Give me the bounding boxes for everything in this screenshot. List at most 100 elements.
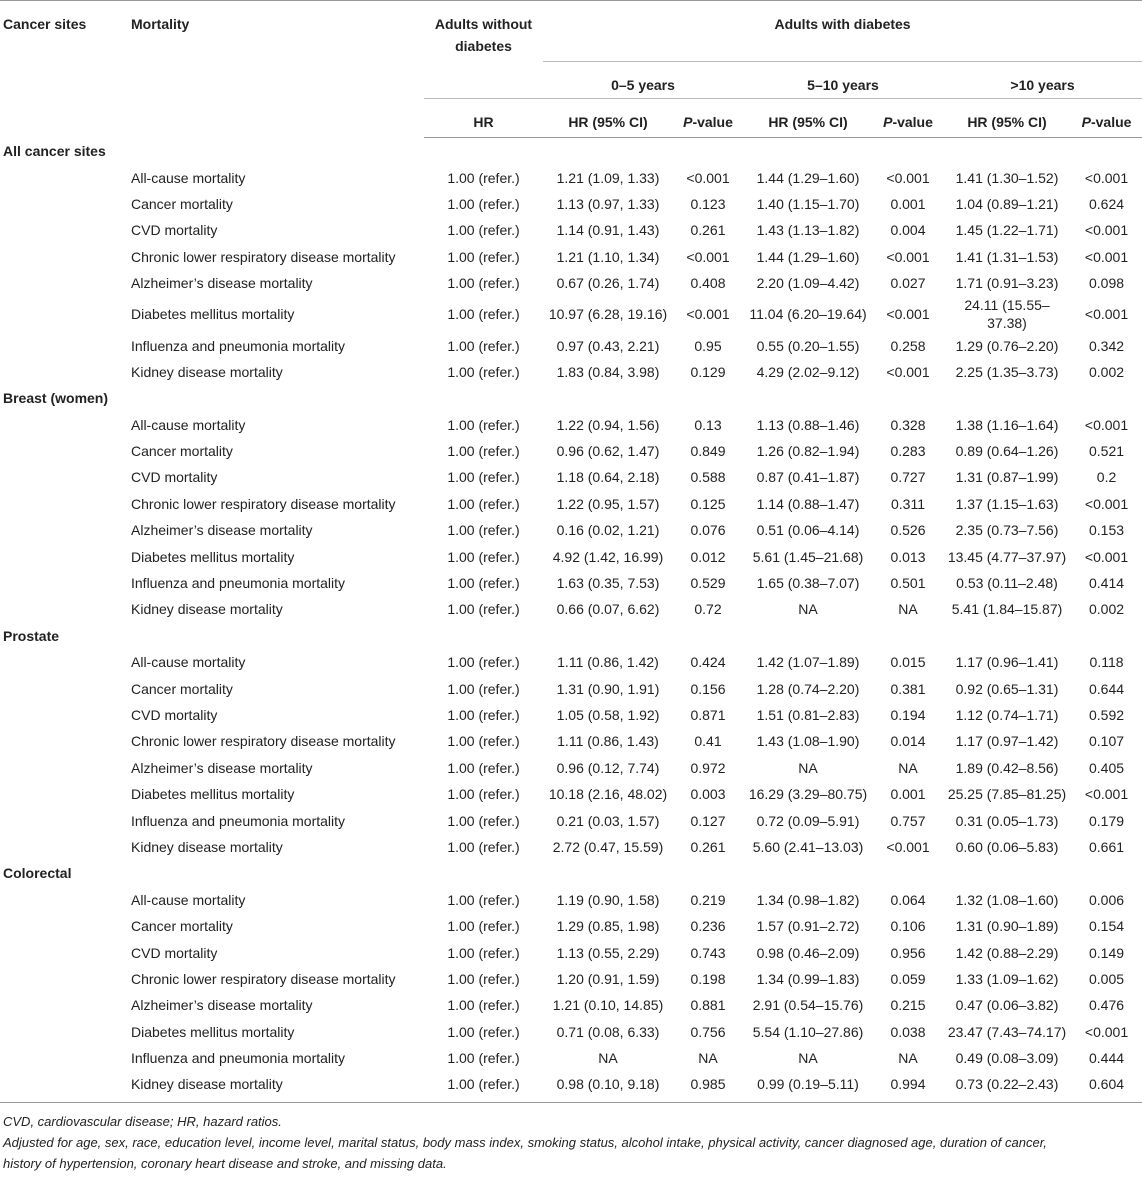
mortality-name: Cancer mortality <box>131 918 233 935</box>
value-cell: 1.00 (refer.) <box>447 306 520 323</box>
spacer-cell <box>0 913 128 939</box>
value-cell: 0.444 <box>1089 1050 1125 1067</box>
value-cell: 1.00 (refer.) <box>447 918 520 935</box>
value-cell: 0.89 (0.64–1.26) <box>955 443 1059 460</box>
value-cell: 0.972 <box>690 759 726 776</box>
spacer-cell <box>0 332 128 358</box>
value-cell: 0.219 <box>690 891 726 908</box>
spacer-cell <box>0 1071 128 1103</box>
value-cell: 0.118 <box>1089 654 1124 671</box>
value-cell: 0.727 <box>890 469 926 486</box>
data-row: Kidney disease mortality 1.00 (refer.) 0.9… <box>0 1071 1142 1103</box>
section-row: Colorectal <box>0 860 1142 886</box>
section-title: Breast (women) <box>3 390 109 407</box>
value-cell: 1.00 (refer.) <box>447 337 520 354</box>
value-cell: 0.96 (0.12, 7.74) <box>556 759 660 776</box>
header-cell: Mortality <box>128 0 424 138</box>
footnote: history of hypertension, coronary heart … <box>3 1155 447 1171</box>
value-cell: 1.21 (1.09, 1.33) <box>556 169 660 186</box>
value-cell: 0.72 <box>694 601 722 618</box>
value-cell: 1.00 (refer.) <box>447 522 520 539</box>
value-cell: 0.521 <box>1089 443 1125 460</box>
value-cell: 1.22 (0.94, 1.56) <box>556 416 660 433</box>
mortality-name: Chronic lower respiratory disease mortal… <box>131 248 396 265</box>
value-cell: 0.004 <box>890 222 926 239</box>
value-cell: 4.92 (1.42, 16.99) <box>552 548 664 565</box>
value-cell: 0.015 <box>890 654 926 671</box>
spacer-cell <box>0 217 128 243</box>
value-cell: 0.424 <box>690 654 726 671</box>
value-cell: 1.45 (1.22–1.71) <box>955 222 1059 239</box>
spacer-cell <box>0 596 128 622</box>
value-cell: 1.00 (refer.) <box>447 891 520 908</box>
spacer-cell <box>0 834 128 860</box>
value-cell: 1.29 (0.85, 1.98) <box>556 918 660 935</box>
value-cell: 1.13 (0.55, 2.29) <box>556 944 660 961</box>
spacer-cell <box>0 728 128 754</box>
mortality-name: Influenza and pneumonia mortality <box>131 812 346 829</box>
value-cell: 0.002 <box>1089 601 1125 618</box>
value-cell: 0.994 <box>873 1071 943 1103</box>
data-row: Chronic lower respiratory disease mortal… <box>0 728 1142 754</box>
value-cell: 0.756 <box>690 1023 726 1040</box>
mortality-name: Influenza and pneumonia mortality <box>131 337 346 354</box>
value-cell: 0.006 <box>1089 891 1125 908</box>
results-table: Cancer sites Mortality Adults without di… <box>0 0 1142 1103</box>
spacer-cell <box>0 164 128 190</box>
value-cell: 0.97 (0.43, 2.21) <box>556 337 660 354</box>
value-cell: <0.001 <box>1084 416 1129 433</box>
data-row: Cancer mortality 1.00 (refer.) 1.13 (0.97,… <box>0 191 1142 217</box>
spacer-cell <box>0 702 128 728</box>
value-cell: 0.98 (0.10, 9.18) <box>543 1071 673 1103</box>
value-cell: 1.38 (1.16–1.64) <box>955 416 1059 433</box>
value-cell: 1.41 (1.30–1.52) <box>955 169 1059 186</box>
value-cell: 1.22 (0.95, 1.57) <box>556 495 660 512</box>
value-cell: 0.624 <box>1089 195 1125 212</box>
spacer-cell <box>0 966 128 992</box>
spacer-cell <box>0 807 128 833</box>
value-cell: <0.001 <box>1084 222 1129 239</box>
value-cell: 1.44 (1.29–1.60) <box>756 169 860 186</box>
value-cell: 1.21 (0.10, 14.85) <box>552 997 664 1014</box>
value-cell: 1.42 (1.07–1.89) <box>756 654 860 671</box>
value-cell: 0.72 (0.09–5.91) <box>756 812 860 829</box>
mortality-name: All-cause mortality <box>131 891 246 908</box>
mortality-name: Kidney disease mortality <box>131 838 283 855</box>
data-row: Cancer mortality 1.00 (refer.) 0.96 (0.62,… <box>0 438 1142 464</box>
value-cell: 25.25 (7.85–81.25) <box>947 786 1067 803</box>
value-cell: 0.342 <box>1089 337 1125 354</box>
value-cell: 1.00 (refer.) <box>447 786 520 803</box>
value-cell: 1.26 (0.82–1.94) <box>756 443 860 460</box>
spacer-cell <box>0 1045 128 1071</box>
data-row: Kidney disease mortality 1.00 (refer.) 2.7… <box>0 834 1142 860</box>
value-cell: 11.04 (6.20–19.64) <box>749 306 867 323</box>
value-cell: <0.001 <box>1084 169 1129 186</box>
value-cell: 13.45 (4.77–37.97) <box>947 548 1067 565</box>
value-cell: 1.00 (refer.) <box>447 469 520 486</box>
value-cell: 0.194 <box>890 707 926 723</box>
value-cell: 0.55 (0.20–1.55) <box>756 337 860 354</box>
data-row: Influenza and pneumonia mortality 1.00 (r… <box>0 1045 1142 1071</box>
value-cell: 1.00 (refer.) <box>447 733 520 750</box>
value-cell: 1.18 (0.64, 2.18) <box>556 469 660 486</box>
value-cell: 1.00 (refer.) <box>447 680 520 697</box>
value-cell: 1.00 (refer.) <box>447 838 520 855</box>
value-cell: 0.215 <box>890 997 926 1014</box>
subheader: P-value <box>1071 98 1142 138</box>
value-cell: 0.588 <box>690 469 726 486</box>
value-cell: 0.47 (0.06–3.82) <box>955 997 1059 1014</box>
value-cell: 0.501 <box>890 575 926 592</box>
value-cell: 5.41 (1.84–15.87) <box>951 601 1063 618</box>
value-cell: 1.00 (refer.) <box>447 654 520 671</box>
value-cell: 1.28 (0.74–2.20) <box>756 680 860 697</box>
data-row: Alzheimer’s disease mortality 1.00 (refer… <box>0 517 1142 543</box>
value-cell: 1.00 (refer.) <box>447 275 520 292</box>
value-cell: 0.153 <box>1089 522 1125 539</box>
spacer-cell <box>0 781 128 807</box>
value-cell: 0.405 <box>1089 759 1125 776</box>
value-cell: 2.35 (0.73–7.56) <box>955 522 1059 539</box>
mortality-name: Alzheimer’s disease mortality <box>131 522 313 539</box>
value-cell: 1.34 (0.98–1.82) <box>756 891 860 908</box>
mortality-name: Influenza and pneumonia mortality <box>131 575 346 592</box>
value-cell: 0.059 <box>890 970 926 987</box>
